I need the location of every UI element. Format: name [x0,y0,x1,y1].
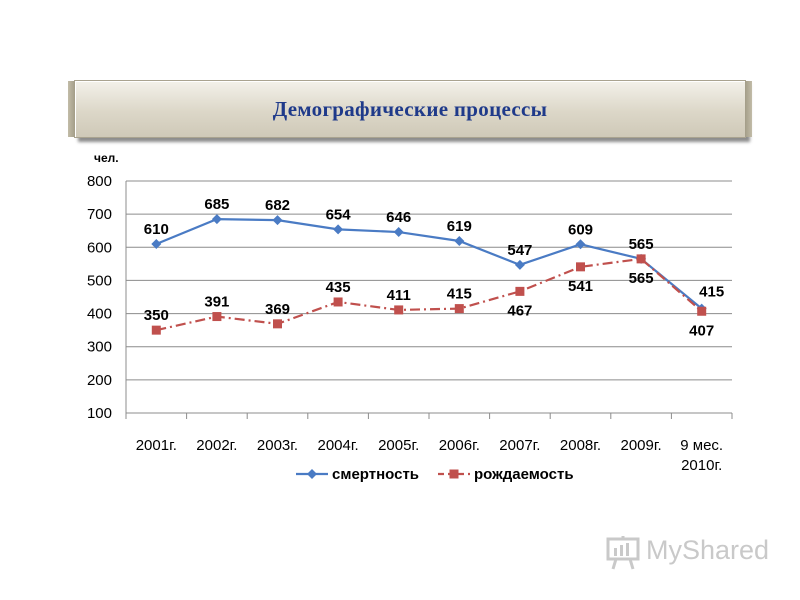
data-label: 610 [144,221,169,238]
data-label: 547 [507,242,532,259]
data-label: 435 [326,279,351,296]
data-point [636,254,646,264]
data-point [211,214,222,225]
data-label: 619 [447,218,472,235]
data-label: 654 [326,206,352,223]
y-tick-label: 700 [87,206,112,223]
title-banner: Демографические процессы [68,80,752,138]
chart-title: Демографические процессы [272,97,548,121]
data-point [515,286,525,296]
data-point [151,238,162,249]
data-point [273,319,282,329]
data-label: 391 [204,294,229,311]
x-tick-label: 2008г. [560,437,601,454]
y-tick-label: 800 [87,173,112,190]
x-tick-label: 2009г. [621,437,662,454]
y-tick-label: 600 [87,239,112,256]
data-label: 411 [387,287,411,304]
x-tick-label: 2010г. [681,457,722,474]
data-label: 350 [144,307,169,324]
data-label: 407 [689,322,714,339]
data-label: 541 [568,278,593,295]
data-point [333,224,344,235]
x-tick-label: 2002г. [196,437,237,454]
data-label: 565 [629,270,654,287]
data-label: 415 [447,286,472,303]
data-point [575,239,586,250]
presentation-board-icon [606,536,640,570]
data-label: 369 [265,301,290,318]
data-point [576,262,585,272]
series-line-2 [156,257,703,332]
x-tick-label: 2005г. [378,437,419,454]
data-label: 609 [568,221,593,238]
x-tick-label: 2003г. [257,437,298,454]
data-label: 685 [204,196,229,213]
data-point [272,215,283,226]
data-point [333,297,343,307]
x-tick-label: 2006г. [439,437,480,454]
x-tick-label: 2004г. [318,437,359,454]
y-tick-label: 300 [87,339,112,356]
data-point [697,306,707,316]
y-tick-label: 400 [87,306,112,323]
data-point [212,312,222,322]
watermark-text: MyShared [646,535,770,565]
legend-swatch-marker [307,469,317,479]
data-label: 682 [265,197,290,214]
data-label: 565 [629,236,654,253]
y-tick-label: 100 [87,405,112,422]
data-label: 467 [507,302,532,319]
series-line-1 [155,218,703,310]
x-tick-label: 2007г. [499,437,540,454]
data-point [454,304,464,314]
x-tick-label: 9 мес. [680,437,723,454]
legend-label: смертность [332,466,419,483]
data-point [514,259,525,270]
y-tick-label: 200 [87,372,112,389]
data-point [454,235,465,246]
data-label: 415 [699,284,724,301]
data-point [151,325,161,335]
y-tick-label: 500 [87,272,112,289]
legend-label: рождаемость [474,466,574,483]
data-label: 646 [386,209,411,226]
legend-swatch-marker [449,469,459,479]
y-unit-label: чел. [94,151,119,165]
data-point [393,227,404,238]
data-point [394,305,404,315]
x-tick-label: 2001г. [136,437,177,454]
